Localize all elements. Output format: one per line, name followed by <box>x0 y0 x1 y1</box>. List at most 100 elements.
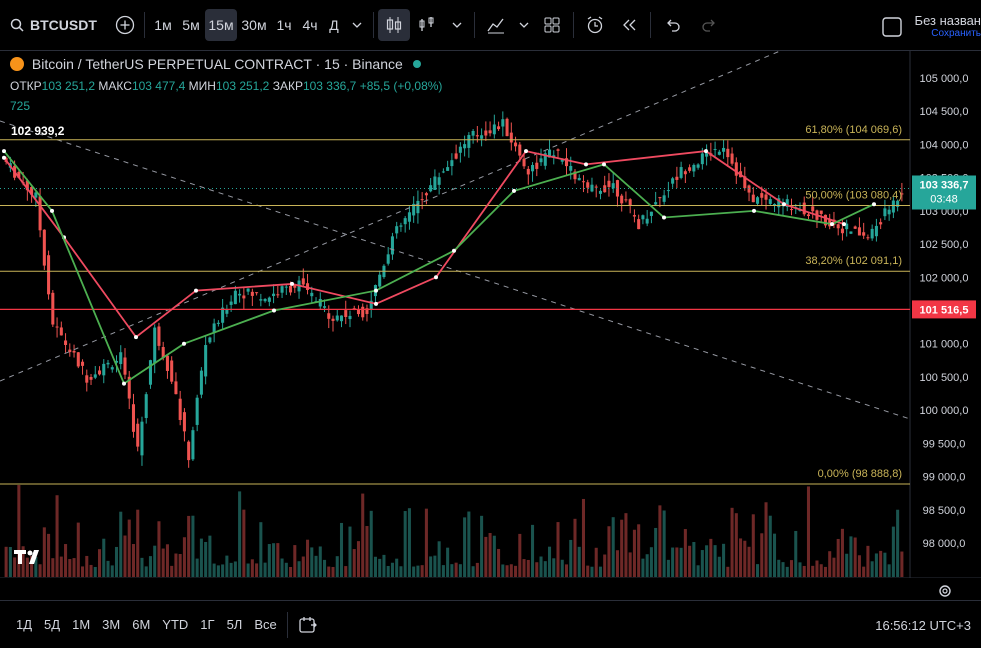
candle-body <box>433 176 437 190</box>
red-zigzag-point <box>782 202 786 207</box>
interval-1d[interactable]: Д <box>329 17 339 33</box>
volume-bar <box>272 543 276 577</box>
interval-1h[interactable]: 1ч <box>276 17 292 33</box>
indicators-dropdown[interactable] <box>513 9 535 41</box>
volume-bar <box>547 546 552 577</box>
red-zigzag-point <box>434 275 438 280</box>
volume-bar <box>42 527 46 577</box>
volume-bar <box>47 533 51 577</box>
interval-4h[interactable]: 4ч <box>302 17 318 33</box>
volume-bar <box>514 565 518 577</box>
volume-bar <box>539 556 543 577</box>
interval-5m[interactable]: 5м <box>182 17 200 33</box>
volume-bar <box>382 554 386 577</box>
volume-bar <box>25 557 29 577</box>
volume-bar <box>85 555 89 577</box>
range-ytd[interactable]: YTD <box>162 617 189 632</box>
interval-dropdown[interactable] <box>345 9 369 41</box>
candle-body <box>437 177 441 185</box>
layout-save[interactable]: Без назван Сохранить <box>881 8 981 40</box>
volume-bar <box>607 526 611 577</box>
indicators-type-button[interactable] <box>410 9 444 41</box>
tradingview-logo-icon <box>14 550 39 564</box>
candle-body <box>531 164 535 172</box>
price-chart[interactable]: 61,80% (104 069,6) 50,00% (103 080,4) 38,2… <box>0 51 981 578</box>
candle-body <box>38 196 42 231</box>
interval-15m[interactable]: 15м <box>205 9 237 41</box>
symbol-search[interactable]: BTCUSDT <box>0 9 110 41</box>
volume-bar <box>34 557 38 577</box>
candle-body <box>475 135 479 137</box>
volume-bar <box>280 558 284 577</box>
volume-bar <box>700 550 704 577</box>
range-1d[interactable]: 1Д <box>16 617 33 632</box>
candle-body <box>191 430 195 460</box>
candles-chart-type-button[interactable] <box>378 9 410 41</box>
candle-body <box>131 404 136 432</box>
alert-button[interactable] <box>578 9 612 41</box>
volume-bar <box>840 528 844 577</box>
volume-bar <box>632 529 636 577</box>
volume-bar <box>322 559 327 577</box>
ohlc-values: ОТКР103 251,2 МАКС103 477,4 МИН103 251,2… <box>10 79 442 93</box>
volume-bar <box>17 485 21 577</box>
volume-bar <box>127 519 131 577</box>
candle-body <box>225 309 229 314</box>
volume-bar <box>463 517 467 577</box>
candle-body <box>717 151 721 155</box>
candle-body <box>216 322 220 324</box>
range-1m[interactable]: 1М <box>72 617 91 632</box>
price-tick-label: 105 000,0 <box>920 73 969 85</box>
range-5d[interactable]: 5Д <box>44 617 61 632</box>
chart-type-dropdown[interactable] <box>444 9 470 41</box>
candle-body <box>666 190 670 192</box>
chart-settings-button[interactable] <box>936 582 954 603</box>
volume-bar <box>165 544 169 577</box>
redo-button[interactable] <box>691 9 727 41</box>
indicators-button[interactable] <box>479 9 513 41</box>
replay-button[interactable] <box>612 9 646 41</box>
candle-body <box>289 285 293 293</box>
volume-bar <box>216 565 220 577</box>
range-6m[interactable]: 6М <box>132 617 151 632</box>
interval-30m[interactable]: 30м <box>241 17 267 33</box>
candle-body <box>598 190 602 194</box>
goto-date-button[interactable] <box>292 611 324 639</box>
candle-body <box>403 218 407 225</box>
candle-body <box>127 376 131 399</box>
interval-1m[interactable]: 1м <box>154 17 172 33</box>
range-3m[interactable]: 3М <box>102 617 121 632</box>
tradingview-logo[interactable] <box>14 548 46 569</box>
volume-bar <box>598 566 602 577</box>
volume-bar <box>441 565 445 577</box>
candle-body <box>768 199 772 204</box>
candle-body <box>390 236 394 255</box>
save-status[interactable]: Сохранить <box>931 28 981 39</box>
volume-bar <box>475 562 479 577</box>
candle-body <box>675 176 679 180</box>
candle-body <box>526 168 530 175</box>
candle-body <box>620 195 624 204</box>
candle-body <box>153 327 157 364</box>
price-tick-label: 104 500,0 <box>920 106 969 118</box>
candle-body <box>250 291 254 296</box>
red-zigzag-point <box>704 149 708 154</box>
volume-bar <box>768 515 772 577</box>
volume-bar <box>242 509 246 577</box>
chevron-down-icon <box>519 22 529 28</box>
clock-timezone[interactable]: 16:56:12 UTC+3 <box>875 618 971 633</box>
layout-button[interactable] <box>535 9 569 41</box>
volume-bar <box>853 537 857 577</box>
candle-body <box>85 375 89 383</box>
volume-bar <box>250 559 254 577</box>
candle-body <box>310 292 314 297</box>
volume-bar <box>301 556 305 577</box>
range-5y[interactable]: 5Л <box>226 617 243 632</box>
range-1y[interactable]: 1Г <box>200 617 215 632</box>
compare-add-button[interactable] <box>110 9 140 41</box>
chevron-down-icon <box>452 22 462 28</box>
price-tick-label: 102 500,0 <box>920 239 969 251</box>
candle-body <box>204 345 208 377</box>
range-all[interactable]: Все <box>254 617 277 632</box>
undo-button[interactable] <box>655 9 691 41</box>
